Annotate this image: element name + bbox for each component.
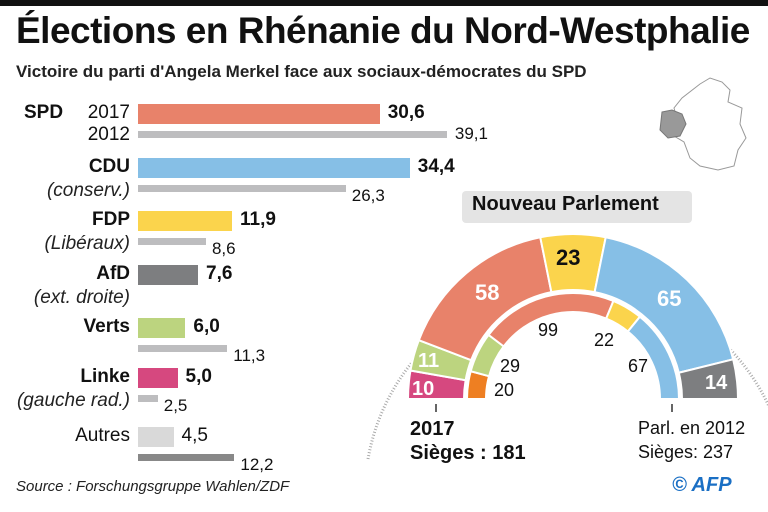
seat-label: 99 <box>538 320 559 340</box>
value-2017: 7,6 <box>206 263 233 284</box>
bar-2012 <box>138 131 447 138</box>
bar-2017 <box>138 158 410 178</box>
party-label: CDU <box>88 156 130 177</box>
nrw-highlight <box>659 109 687 139</box>
party-sublabel: (ext. droite) <box>33 287 130 308</box>
bar-2012 <box>138 395 158 402</box>
afp-logo: © AFP <box>672 474 732 496</box>
seats-total-2017: Sièges : 181 <box>410 442 526 464</box>
bar-2017 <box>138 211 232 231</box>
seat-label: 67 <box>628 356 649 376</box>
party-label: Autres <box>75 425 130 446</box>
value-2017: 34,4 <box>417 156 455 177</box>
value-2012: 2,5 <box>163 396 188 415</box>
hemicycle-title-bg <box>462 191 692 223</box>
bar-2012 <box>138 454 235 461</box>
hemicycle-title: Nouveau Parlement <box>472 193 659 215</box>
value-2017: 5,0 <box>185 366 212 387</box>
party-label: FDP <box>92 209 130 230</box>
top-bar <box>0 0 768 6</box>
label-2017: 2017 <box>410 418 455 440</box>
year-label-2017: 2017 <box>87 102 130 123</box>
bar-2012 <box>138 238 206 245</box>
value-2012: 26,3 <box>351 186 385 205</box>
value-2017: 11,9 <box>240 209 276 230</box>
bar-2017 <box>138 104 380 124</box>
value-2012: 8,6 <box>211 239 236 258</box>
party-label: AfD <box>96 263 130 284</box>
party-label: Linke <box>80 366 130 387</box>
seat-label: 10 <box>412 378 435 400</box>
bar-2017 <box>138 427 174 447</box>
value-2017: 6,0 <box>193 316 220 337</box>
seat-label: 29 <box>500 356 521 376</box>
party-sublabel: (conserv.) <box>46 180 130 201</box>
value-2012: 39,1 <box>454 124 488 143</box>
subtitle: Victoire du parti d'Angela Merkel face a… <box>16 62 587 81</box>
seat-label: 20 <box>494 380 515 400</box>
party-sublabel: (Libéraux) <box>44 233 130 254</box>
seats-total-2012: Sièges: 237 <box>638 442 734 462</box>
value-2017: 4,5 <box>181 425 208 446</box>
party-sublabel: (gauche rad.) <box>16 390 130 411</box>
seat-label: 58 <box>475 280 500 305</box>
seat-label: 23 <box>556 245 581 270</box>
party-label: SPD <box>24 102 64 123</box>
seat-label: 22 <box>594 330 615 350</box>
bar-2017 <box>138 368 178 388</box>
page-title: Élections en Rhénanie du Nord-Westphalie <box>16 10 750 51</box>
bar-2017 <box>138 318 186 338</box>
seat-arc-2012-cdu <box>626 315 681 400</box>
seat-label: 14 <box>705 372 728 394</box>
label-2012: Parl. en 2012 <box>638 418 746 438</box>
value-2017: 30,6 <box>387 102 425 123</box>
party-label: Verts <box>83 316 130 337</box>
seat-label: 65 <box>657 286 682 311</box>
bar-2012 <box>138 185 346 192</box>
source-note: Source : Forschungsgruppe Wahlen/ZDF <box>16 478 290 495</box>
value-2012: 12,2 <box>240 455 274 474</box>
year-label-2012: 2012 <box>87 124 130 145</box>
value-2012: 11,3 <box>233 346 266 365</box>
bar-2012 <box>138 345 228 352</box>
seat-arc-2017-afd <box>677 358 740 400</box>
seat-label: 11 <box>418 350 440 372</box>
bar-2017 <box>138 265 199 285</box>
